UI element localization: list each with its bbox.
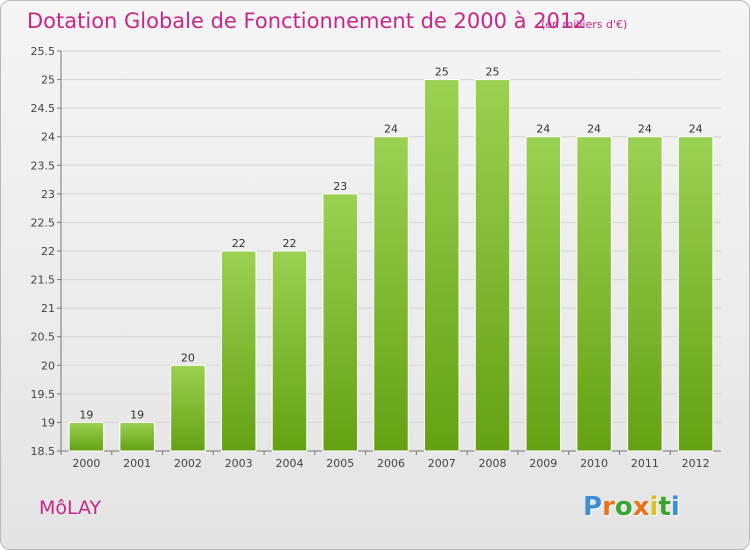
data-label-2003: 22 xyxy=(232,237,246,250)
data-label-2004: 22 xyxy=(282,237,296,250)
bar-2012 xyxy=(677,136,714,452)
x-tick-label-2009: 2009 xyxy=(529,457,557,470)
x-tick-label-2006: 2006 xyxy=(377,457,405,470)
x-tick-label-2003: 2003 xyxy=(225,457,253,470)
y-tick-label: 23 xyxy=(41,188,55,201)
y-tick-label: 20.5 xyxy=(31,331,56,344)
data-labels: 19 19 20 22 22 23 24 25 25 24 24 24 24 xyxy=(79,66,702,422)
bar-2009 xyxy=(525,136,562,452)
y-tick-label: 24.5 xyxy=(31,102,56,115)
data-label-2009: 24 xyxy=(536,123,550,136)
y-tick-label: 22 xyxy=(41,245,55,258)
y-tick-labels: 18.5 19 19.5 20 20.5 21 21.5 22 22.5 23 23.5 24 24.5… xyxy=(31,45,56,458)
y-tick-label: 19 xyxy=(41,416,55,429)
x-tick-label-2000: 2000 xyxy=(72,457,100,470)
logo-letter: i xyxy=(670,492,680,522)
bar-2011 xyxy=(627,136,663,452)
data-label-2000: 19 xyxy=(79,408,93,421)
data-label-2010: 24 xyxy=(587,123,601,136)
x-tick-labels: 2000 2001 2002 2003 2004 2005 2006 2007 2008 2009… xyxy=(60,451,710,470)
bar-2010 xyxy=(576,136,612,452)
y-tick-label: 21 xyxy=(41,302,55,315)
y-tick-label: 19.5 xyxy=(31,388,56,401)
bar-2004 xyxy=(271,250,308,452)
data-label-2005: 23 xyxy=(333,180,347,193)
bar-2003 xyxy=(220,250,257,452)
y-tick-label: 21.5 xyxy=(31,274,56,287)
logo-letter: r xyxy=(602,492,615,522)
y-tick-label: 24 xyxy=(41,131,55,144)
x-tick-label-2010: 2010 xyxy=(580,457,608,470)
bar-2001 xyxy=(119,421,155,452)
y-tick-label: 20 xyxy=(41,359,55,372)
y-tick-label: 23.5 xyxy=(31,159,56,172)
data-label-2008: 25 xyxy=(486,66,500,79)
logo-letter: P xyxy=(583,492,603,522)
proxiti-logo[interactable]: Proxiti xyxy=(583,492,680,522)
bar-2006 xyxy=(373,136,409,452)
bar-2002 xyxy=(170,364,206,452)
logo-letter: x xyxy=(632,492,650,522)
x-tick-label-2002: 2002 xyxy=(174,457,202,470)
city-name: MôLAY xyxy=(39,497,102,519)
bar-2008 xyxy=(474,79,511,452)
y-tick-label: 25.5 xyxy=(31,45,56,58)
data-label-2011: 24 xyxy=(638,123,652,136)
y-tick-label: 18.5 xyxy=(31,445,56,458)
data-label-2002: 20 xyxy=(181,351,195,364)
x-tick-label-2007: 2007 xyxy=(428,457,456,470)
y-tick-label: 22.5 xyxy=(31,216,56,229)
y-tick-label: 25 xyxy=(41,74,55,87)
chart-title: Dotation Globale de Fonctionnement de 20… xyxy=(27,9,587,33)
x-tick-label-2011: 2011 xyxy=(631,457,659,470)
bar-2005 xyxy=(322,193,358,452)
data-label-2001: 19 xyxy=(130,408,144,421)
x-tick-label-2004: 2004 xyxy=(275,457,303,470)
data-label-2007: 25 xyxy=(435,66,449,79)
x-tick-label-2001: 2001 xyxy=(123,457,151,470)
x-tick-label-2008: 2008 xyxy=(479,457,507,470)
x-tick-label-2012: 2012 xyxy=(682,457,710,470)
chart-unit: (en milliers d'€) xyxy=(541,18,628,31)
bars xyxy=(68,79,714,452)
bar-2000 xyxy=(68,421,105,452)
logo-letter: t xyxy=(658,492,671,522)
data-label-2012: 24 xyxy=(689,123,703,136)
bar-2007 xyxy=(424,79,460,452)
data-label-2006: 24 xyxy=(384,123,398,136)
logo-letter: i xyxy=(649,492,659,522)
x-tick-label-2005: 2005 xyxy=(326,457,354,470)
logo-letter: o xyxy=(614,492,633,522)
